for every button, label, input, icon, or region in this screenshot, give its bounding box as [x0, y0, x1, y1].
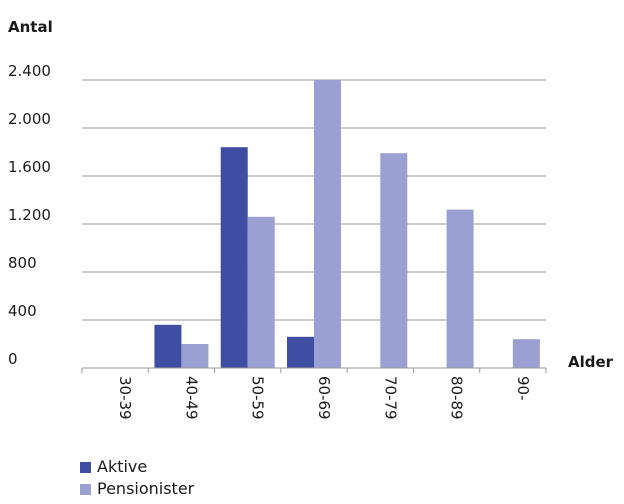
bar-pensionister-60-69 [314, 80, 341, 368]
y-tick-label: 0 [8, 350, 18, 368]
y-tick-label: 2.400 [8, 62, 51, 80]
x-tick-label: 70-79 [381, 376, 399, 420]
x-tick-label: 40-49 [182, 376, 200, 420]
legend-item-pensionister: Pensionister [80, 478, 194, 500]
y-axis-label: Antal [8, 18, 53, 36]
x-tick-label: 50-59 [249, 376, 267, 420]
bar-pensionister-40-49 [181, 344, 209, 368]
x-axis-label: Alder [568, 353, 614, 371]
x-tick-label: 30-39 [116, 376, 134, 420]
bar-pensionister-80-89 [446, 209, 474, 368]
x-tick-label: 60-69 [315, 376, 333, 420]
bar-aktive-60-69 [287, 336, 314, 368]
bar-pensionister-50-59 [247, 216, 275, 368]
legend-label-pensionister: Pensionister [97, 479, 195, 498]
bar-pensionister-90- [512, 339, 540, 368]
legend: Aktive Pensionister [80, 456, 194, 500]
y-tick-label: 1.200 [8, 206, 51, 224]
y-tick-label: 800 [8, 254, 37, 272]
x-tick-label: 80-89 [448, 376, 466, 420]
y-tick-label: 2.000 [8, 110, 51, 128]
x-axis: 30-39 40-49 50-59 60-69 70-79 80-89 90- [81, 367, 547, 420]
bar-aktive-40-49 [154, 324, 182, 368]
y-tick-label: 400 [8, 302, 37, 320]
y-tick-labels: 0 400 800 1.200 1.600 2.000 2.400 [8, 62, 51, 368]
legend-swatch-pensionister [80, 483, 91, 495]
bar-pensionister-70-79 [380, 153, 408, 368]
bars [154, 80, 540, 368]
legend-item-aktive: Aktive [80, 456, 194, 478]
x-tick-label: 90- [514, 376, 532, 401]
legend-swatch-aktive [80, 461, 91, 473]
y-tick-label: 1.600 [8, 158, 51, 176]
bar-aktive-50-59 [220, 147, 248, 368]
legend-label-aktive: Aktive [97, 457, 148, 476]
